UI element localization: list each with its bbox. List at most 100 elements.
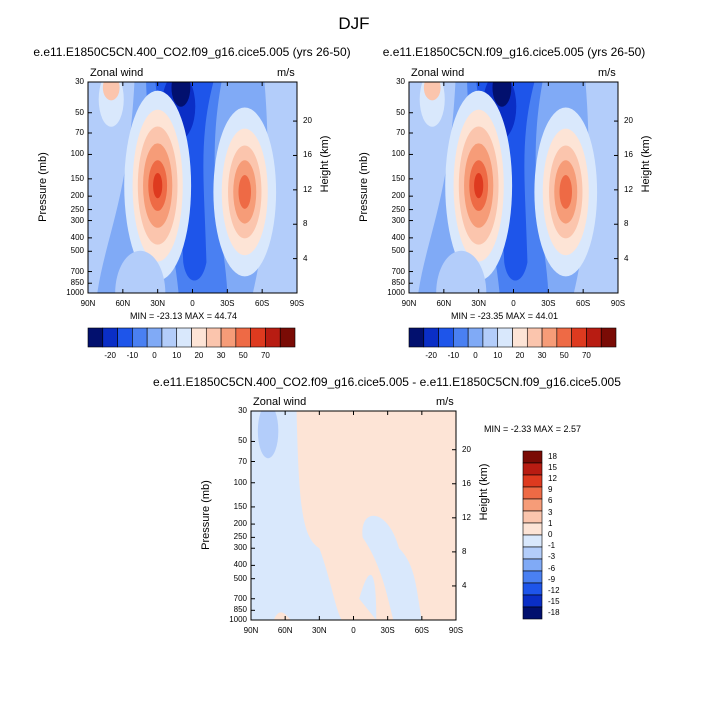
diff-colorbar-swatch [522, 534, 543, 548]
x-tick-label: 30S [220, 299, 235, 308]
y-tick-label: 400 [70, 232, 84, 242]
y-tick-label: 30 [75, 77, 84, 86]
colorbar-swatch [497, 327, 513, 348]
diff-colorbar-label: -6 [548, 563, 556, 573]
colorbar-swatch [453, 327, 469, 348]
x-tick-label: 60S [414, 626, 429, 635]
colorbar-swatch [205, 327, 222, 348]
variable-label-1: Zonal wind [411, 67, 465, 79]
panel-title-0: e.e11.E1850C5CN.400_CO2.f09_g16.cice5.00… [33, 45, 351, 59]
y-right-tick-label: 20 [303, 116, 312, 126]
contour-nh-polar [409, 82, 456, 293]
colorbar-swatch [132, 327, 148, 348]
y-right-axis-label-2: Height (km) [478, 463, 490, 520]
colorbar-label: 70 [581, 351, 591, 360]
colorbar-label: 30 [537, 351, 547, 360]
x-tick-label: 60S [576, 299, 591, 308]
diff-colorbar-label: 6 [548, 496, 553, 506]
colorbar-swatch [117, 327, 133, 348]
diff-colorbar-swatch [522, 594, 543, 608]
colorbar-label: 50 [559, 351, 569, 360]
diff-colorbar-swatch [522, 510, 543, 524]
x-tick-label: 90S [448, 626, 464, 635]
colorbar-swatch [571, 327, 587, 348]
colorbar-swatch [250, 327, 266, 348]
colorbar-label: -10 [447, 351, 460, 360]
y-tick-label: 700 [233, 593, 247, 603]
y-axis-label-1: Pressure (mb) [358, 151, 370, 222]
colorbar-swatch [600, 327, 617, 348]
stats-text-2: MIN = -2.33 MAX = 2.57 [484, 424, 582, 434]
colorbar-label: -10 [126, 351, 139, 360]
diff-positive [296, 411, 456, 620]
y-tick-label: 700 [391, 266, 405, 276]
panel-title-2: e.e11.E1850C5CN.400_CO2.f09_g16.cice5.00… [153, 375, 621, 389]
colorbar-swatch [482, 327, 499, 348]
diff-colorbar-label: -18 [548, 608, 560, 618]
figure-title: DJF [338, 14, 370, 33]
y-tick-label: 100 [233, 477, 247, 487]
y-tick-label: 100 [70, 149, 84, 159]
y-right-tick-label: 16 [462, 478, 471, 488]
y-tick-label: 850 [391, 278, 405, 288]
diff-colorbar-swatch [522, 474, 543, 488]
colorbar-label: 10 [172, 351, 182, 360]
y-tick-label: 850 [233, 605, 247, 615]
colorbar-swatch [526, 327, 543, 348]
contour-nh-jet-5 [474, 172, 484, 199]
y-tick-label: 200 [70, 191, 84, 201]
units-label-1: m/s [598, 67, 616, 79]
y-right-tick-label: 12 [462, 512, 471, 522]
x-tick-label: 90N [243, 626, 259, 635]
x-tick-label: 60N [436, 299, 452, 308]
colorbar-swatch [438, 327, 454, 348]
panel-title-1: e.e11.E1850C5CN.f09_g16.cice5.005 (yrs 2… [382, 45, 646, 59]
diff-pocket [359, 574, 377, 620]
colorbar-label: -20 [104, 351, 116, 360]
y-tick-label: 850 [70, 278, 84, 288]
colorbar-label: 70 [260, 351, 270, 360]
contour-nh-polar-jet-core [102, 82, 120, 101]
y-tick-label: 150 [233, 501, 247, 511]
colorbar-label: -20 [425, 351, 437, 360]
colorbar-swatch [586, 327, 602, 348]
diff-negative [257, 411, 279, 459]
y-right-tick-label: 4 [624, 253, 629, 263]
y-tick-label: 1000 [229, 615, 247, 624]
x-tick-label: 60S [255, 299, 270, 308]
diff-colorbar-label: 0 [548, 530, 553, 539]
y-right-tick-label: 20 [462, 444, 471, 454]
field-panel-1 [409, 82, 618, 293]
colorbar-swatch [467, 327, 484, 348]
y-tick-label: 400 [233, 560, 247, 570]
y-tick-label: 500 [391, 246, 405, 256]
contour-nh-polar [88, 82, 135, 293]
y-tick-label: 300 [70, 215, 84, 225]
x-tick-label: 90N [401, 299, 417, 308]
colorbar-swatch [220, 327, 237, 348]
x-tick-label: 90S [610, 299, 626, 308]
diff-colorbar-label: 3 [548, 507, 553, 517]
diff-colorbar-swatch [522, 582, 543, 596]
colorbar-label: 50 [238, 351, 248, 360]
variable-label-0: Zonal wind [90, 67, 144, 79]
colorbar-swatch [176, 327, 192, 348]
diff-colorbar-swatch [522, 450, 543, 464]
y-tick-label: 70 [75, 127, 84, 137]
x-tick-label: 90N [80, 299, 96, 308]
diff-colorbar-swatch [522, 486, 543, 500]
x-tick-label: 90S [289, 299, 305, 308]
colorbar-label: 20 [194, 351, 204, 360]
y-right-tick-label: 20 [624, 116, 633, 126]
x-tick-label: 30N [471, 299, 486, 308]
y-right-tick-label: 8 [303, 219, 308, 229]
stats-text-0: MIN = -23.13 MAX = 44.74 [130, 311, 238, 321]
y-tick-label: 400 [391, 232, 405, 242]
y-tick-label: 250 [391, 204, 405, 214]
diff-colorbar-label: 1 [548, 518, 553, 528]
contour-nh-polar-jet-core [423, 82, 441, 101]
x-tick-label: 0 [190, 299, 195, 308]
colorbar-swatch [235, 327, 251, 348]
x-tick-label: 60N [277, 626, 293, 635]
diff-surface-pos [273, 612, 291, 620]
